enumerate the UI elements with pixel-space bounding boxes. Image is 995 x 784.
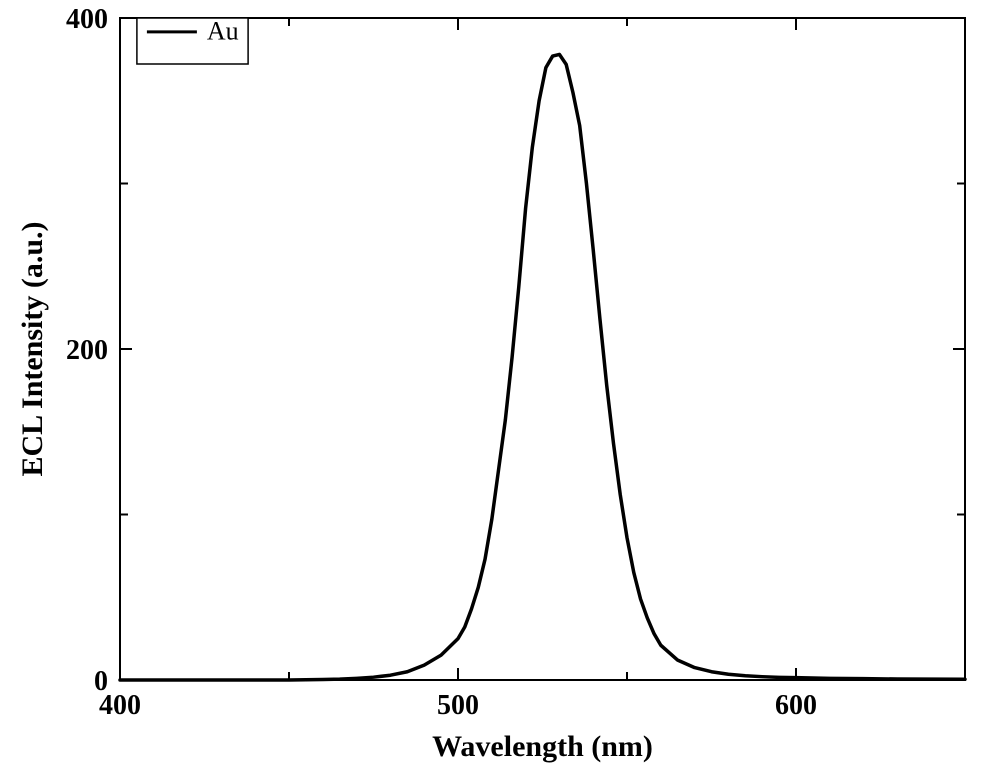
y-axis-label: ECL Intensity (a.u.) bbox=[16, 221, 49, 476]
y-tick-label: 0 bbox=[94, 666, 108, 697]
x-tick-label: 600 bbox=[775, 690, 817, 721]
chart-svg: 4005006000200400Wavelength (nm)ECL Inten… bbox=[0, 0, 995, 784]
ecl-spectrum-chart: 4005006000200400Wavelength (nm)ECL Inten… bbox=[0, 0, 995, 784]
legend-item-label: Au bbox=[207, 17, 239, 46]
plot-border bbox=[120, 18, 965, 680]
y-tick-label: 400 bbox=[66, 4, 108, 35]
legend: Au bbox=[137, 17, 248, 64]
x-axis-label: Wavelength (nm) bbox=[432, 730, 653, 763]
series-line-au bbox=[120, 54, 965, 680]
y-tick-label: 200 bbox=[66, 335, 108, 366]
x-tick-label: 500 bbox=[437, 690, 479, 721]
